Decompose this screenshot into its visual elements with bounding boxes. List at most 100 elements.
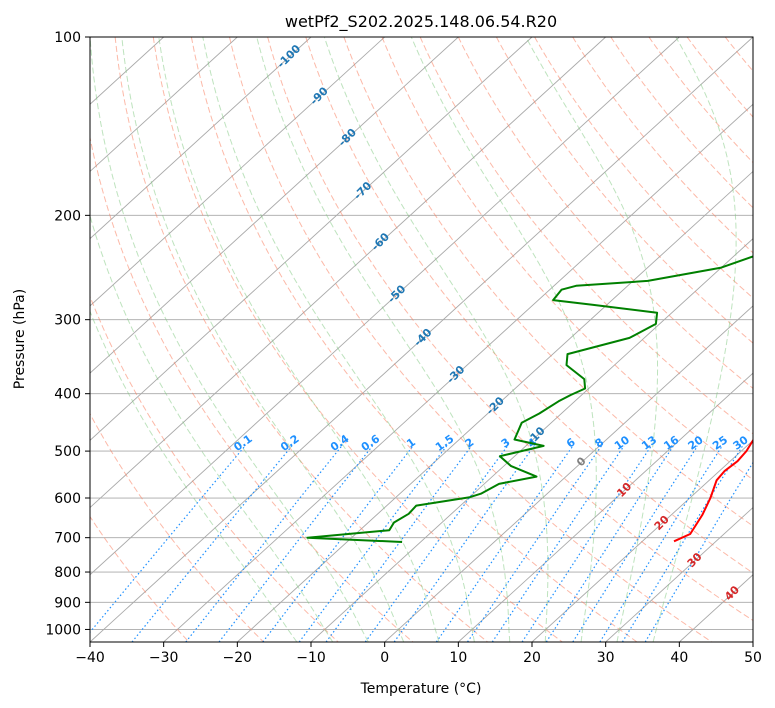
x-tick-label: 10: [449, 650, 467, 666]
isotherm-label: -100: [275, 42, 304, 71]
dry-adiabat: [229, 37, 712, 642]
dry-adiabat: [152, 37, 563, 642]
moist-adiabat: [90, 37, 369, 642]
sounding-profiles: [306, 255, 753, 543]
mixing-ratio-line: [644, 461, 753, 642]
mixing-ratio-line: [218, 445, 373, 642]
mixing-ratio-line: [599, 445, 723, 642]
mixing-ratio-label: 10: [612, 433, 632, 453]
moist-adiabat: [202, 37, 475, 642]
isotherm: [237, 170, 753, 642]
isotherm: [90, 37, 606, 509]
mixing-ratio-label: 20: [686, 433, 706, 453]
y-tick-label: 900: [54, 595, 81, 611]
mixing-ratio-label: 6: [564, 435, 578, 450]
moist-adiabat: [90, 214, 334, 642]
dry-adiabat: [457, 37, 753, 390]
y-tick-label: 1000: [45, 622, 81, 638]
moist-adiabat: [525, 37, 659, 642]
y-tick-label: 200: [54, 208, 81, 224]
x-tick-label: −10: [296, 650, 326, 666]
mixing-ratio-line: [521, 445, 652, 642]
dry-adiabat: [381, 37, 753, 481]
x-axis-label: Temperature (°C): [360, 681, 482, 697]
mixing-ratio-label: 13: [639, 433, 659, 452]
dry-adiabat: [267, 37, 753, 622]
dry-adiabat: [343, 37, 753, 527]
isotherm: [90, 37, 533, 441]
dry-adiabat: [114, 37, 488, 642]
dry-adiabat: [190, 37, 638, 642]
x-axis-ticks: −40 −30 −20 −10 0 10 20 30 40 50: [75, 642, 762, 666]
mixing-ratio-line: [435, 445, 574, 642]
mixing-ratio-line: [298, 445, 448, 642]
x-tick-label: 0: [380, 650, 389, 666]
dry-adiabat: [648, 37, 753, 164]
x-tick-label: 30: [597, 650, 615, 666]
moist-adiabat: [652, 37, 737, 642]
y-tick-label: 700: [54, 531, 81, 547]
dry-adiabat: [763, 37, 775, 642]
mixing-ratio-line: [467, 445, 602, 642]
x-tick-label: 50: [744, 650, 762, 666]
y-tick-label: 500: [54, 444, 81, 460]
isotherm: [310, 238, 753, 642]
y-tick-label: 100: [54, 30, 81, 46]
mixing-ratio-label: 1: [404, 436, 418, 451]
x-tick-label: −20: [223, 650, 253, 666]
dry-adiabat: [90, 515, 190, 642]
mixing-ratio-line: [90, 445, 246, 634]
dry-adiabat: [305, 37, 753, 574]
mixing-ratio-line: [364, 445, 509, 642]
isotherm: [163, 103, 753, 642]
dry-adiabat: [419, 37, 753, 435]
dry-adiabat: [534, 37, 753, 299]
mixing-ratio-line: [491, 445, 625, 642]
dry-adiabat: [90, 412, 264, 642]
y-tick-label: 300: [54, 313, 81, 329]
plot-frame: [89, 36, 754, 643]
dewpoint-profile: [306, 255, 753, 543]
isotherm: [90, 37, 385, 307]
mixing-ratio-line: [545, 445, 674, 642]
isotherm: [90, 37, 753, 642]
isotherm: [90, 37, 238, 173]
chart-title: wetPf2_S202.2025.148.06.54.R20: [285, 12, 557, 32]
moist-adiabat: [256, 37, 511, 642]
mixing-ratio-label: 2: [463, 436, 477, 451]
moist-adiabat: [158, 37, 440, 642]
dry-adiabat: [610, 37, 753, 209]
isotherm: [531, 439, 753, 642]
x-tick-label: 40: [670, 650, 688, 666]
isotherm: [458, 372, 753, 642]
dry-adiabat: [572, 37, 753, 254]
y-tick-label: 400: [54, 387, 81, 403]
y-axis-label: Pressure (hPa): [12, 289, 28, 389]
isotherm: [90, 37, 459, 374]
moist-adiabat: [323, 37, 549, 642]
y-axis-ticks: 100 200 300 400 500 600 700 800 900 1000: [45, 30, 90, 638]
background-line-labels: 0.1 0.2 0.4 0.6 1 1.5 2 3 4 6 8 10 13 16 20 25 30 36-100-…: [231, 42, 771, 603]
dry-adiabat: [724, 37, 753, 72]
mixing-ratio-label: 36: [751, 433, 771, 453]
x-tick-label: −40: [75, 650, 105, 666]
isotherm: [384, 305, 753, 642]
mixing-ratio-label: 8: [593, 436, 607, 451]
isotherm: [90, 37, 680, 576]
dry-adiabat: [495, 37, 753, 344]
mixing-ratio-label: 0.4: [328, 432, 352, 454]
mixing-ratio-line: [393, 445, 535, 642]
mixing-ratio-line: [572, 445, 699, 642]
mixing-ratio-line: [325, 445, 472, 642]
mixing-ratio-line: [185, 445, 343, 642]
mixing-ratio-label: 0.6: [359, 432, 383, 454]
y-tick-label: 600: [54, 491, 81, 507]
isotherm: [605, 506, 753, 642]
dry-adiabat: [90, 295, 339, 642]
temperature-profile: [673, 438, 753, 543]
isotherm: [90, 37, 312, 240]
dry-adiabat: [686, 37, 753, 118]
mixing-ratio-label: 16: [661, 433, 681, 453]
y-tick-label: 800: [54, 565, 81, 581]
